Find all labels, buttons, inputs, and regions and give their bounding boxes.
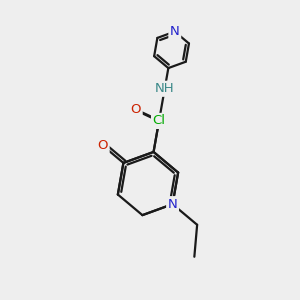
Text: Cl: Cl — [152, 114, 166, 128]
Text: NH: NH — [155, 82, 175, 95]
Text: O: O — [98, 139, 108, 152]
Text: N: N — [168, 198, 177, 211]
Text: O: O — [130, 103, 141, 116]
Text: N: N — [170, 25, 180, 38]
